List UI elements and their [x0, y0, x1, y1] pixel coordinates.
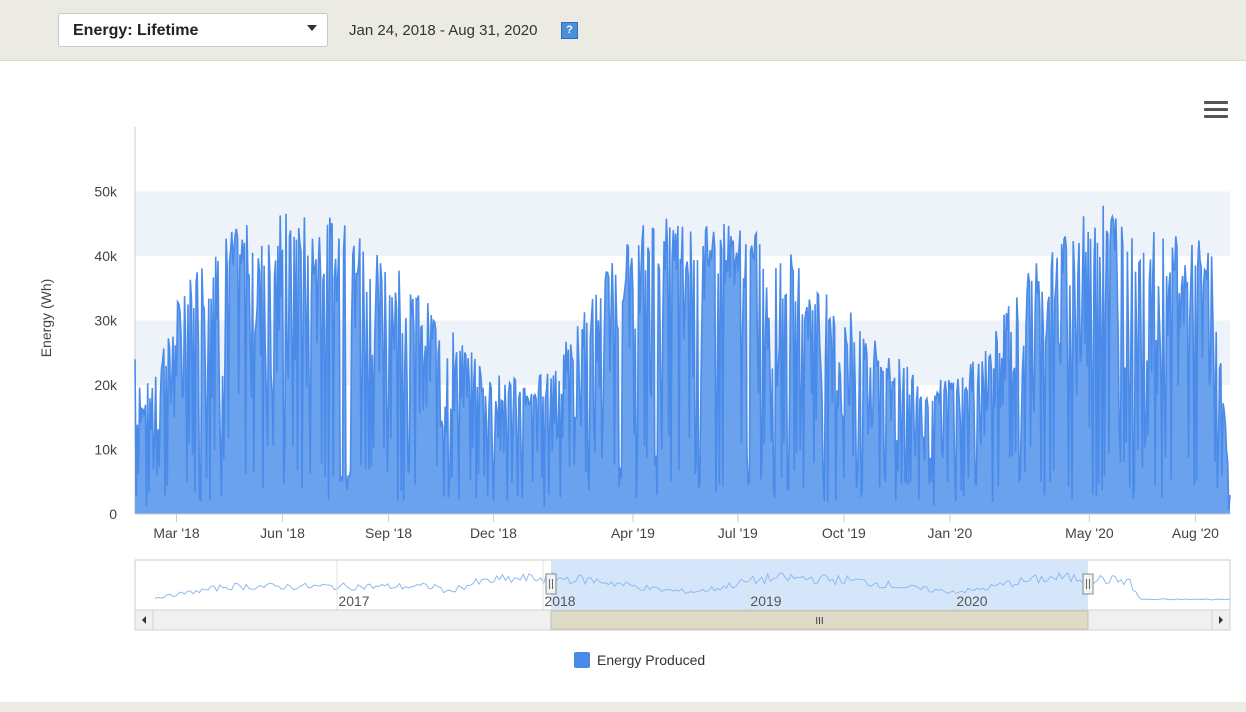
energy-range-select-value: Energy: Lifetime: [73, 22, 199, 39]
chevron-left-icon: [142, 616, 146, 624]
series-line: [134, 205, 1231, 511]
date-range-label: Jan 24, 2018 - Aug 31, 2020: [349, 22, 538, 39]
help-icon[interactable]: ?: [561, 22, 578, 39]
series-area: [135, 205, 1230, 515]
y-tick-label: 0: [109, 506, 117, 522]
legend[interactable]: Energy Produced: [574, 651, 705, 669]
navigator-year-label: 2018: [544, 593, 575, 609]
y-axis-title: Energy (Wh): [38, 278, 54, 358]
x-tick-label: Apr '19: [611, 525, 655, 541]
navigator-year-label: 2017: [338, 593, 369, 609]
navigator-year-label: 2019: [750, 593, 781, 609]
navigator-year-label: 2020: [956, 593, 987, 609]
x-tick-label: Dec '18: [470, 525, 517, 541]
y-tick-label: 10k: [94, 442, 118, 458]
toolbar: Energy: Lifetime Jan 24, 2018 - Aug 31, …: [0, 0, 1246, 61]
x-tick-label: Jan '20: [928, 525, 973, 541]
navigator-handle-right[interactable]: [1082, 573, 1094, 595]
y-tick-label: 40k: [94, 248, 118, 264]
x-tick-label: May '20: [1065, 525, 1114, 541]
navigator-selection: [551, 560, 1088, 610]
y-tick-label: 50k: [94, 184, 118, 200]
scrollbar-thumb[interactable]: [550, 610, 1089, 630]
scrollbar-grip: III: [815, 616, 823, 627]
navigator-series: [154, 571, 1231, 601]
x-tick-label: Mar '18: [153, 525, 199, 541]
legend-label: Energy Produced: [597, 652, 706, 668]
x-tick-label: Jul '19: [718, 525, 758, 541]
x-tick-label: Oct '19: [822, 525, 866, 541]
legend-swatch: [574, 652, 590, 668]
chevron-right-icon: [1219, 616, 1223, 624]
footer-bar: [0, 702, 1246, 712]
navigator-handle-left[interactable]: [545, 573, 557, 595]
chevron-down-icon[interactable]: [307, 25, 317, 31]
energy-range-select[interactable]: Energy: Lifetime: [58, 13, 328, 47]
x-tick-label: Jun '18: [260, 525, 305, 541]
y-tick-label: 30k: [94, 313, 118, 329]
chart-menu-icon[interactable]: [1204, 101, 1228, 119]
x-tick-label: Aug '20: [1172, 525, 1219, 541]
y-tick-label: 20k: [94, 377, 118, 393]
x-tick-label: Sep '18: [365, 525, 412, 541]
